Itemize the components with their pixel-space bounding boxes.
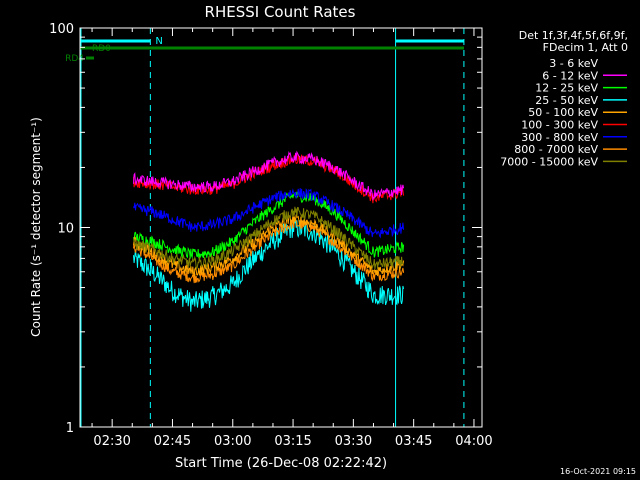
rd4-label: RD4	[65, 54, 84, 64]
x-tick-label: 03:30	[335, 434, 372, 449]
series-line	[133, 218, 405, 312]
series-line	[133, 150, 405, 201]
x-tick-label: 03:00	[214, 434, 251, 449]
x-tick-label: 02:45	[154, 434, 191, 449]
legend-label: 100 - 300 keV	[521, 119, 598, 132]
series-line	[133, 154, 405, 204]
legend-header-2: FDecim 1, Att 0	[543, 41, 628, 54]
rd0-label: RD0	[92, 44, 111, 54]
x-tick-label: 03:15	[274, 434, 311, 449]
x-tick-label: 02:30	[93, 434, 130, 449]
legend-label: 7000 - 15000 keV	[500, 155, 598, 168]
legend-label: 50 - 100 keV	[528, 106, 598, 119]
x-axis-ticks: 02:30 02:45 03:00 03:15 03:30 03:45 04:00	[91, 28, 493, 449]
footer-date: 16-Oct-2021 09:15	[560, 467, 636, 476]
status-bars: RD0 RD4	[65, 44, 464, 64]
legend-label: 3 - 6 keV	[549, 57, 598, 70]
x-axis-label: Start Time (26-Dec-08 02:22:42)	[175, 456, 387, 471]
x-tick-label: 03:45	[395, 434, 432, 449]
legend-label: 800 - 7000 keV	[514, 143, 598, 156]
series-lines	[133, 150, 405, 312]
y-axis-ticks: 1 10 100	[49, 22, 482, 436]
series-line	[133, 206, 404, 270]
y-tick-label: 100	[49, 22, 74, 37]
legend-header-1: Det 1f,3f,4f,5f,6f,9f,	[519, 29, 628, 42]
y-tick-label: 10	[57, 222, 74, 237]
attenuator-label: N	[155, 36, 162, 47]
y-tick-label: 1	[66, 421, 74, 436]
series-line	[133, 189, 405, 259]
legend-label: 6 - 12 keV	[542, 69, 598, 82]
legend-label: 300 - 800 keV	[521, 131, 598, 144]
x-tick-label: 04:00	[455, 434, 492, 449]
y-axis-label: Count Rate (s⁻¹ detector segment⁻¹)	[29, 117, 43, 337]
series-line	[133, 188, 405, 239]
chart-title: RHESSI Count Rates	[205, 3, 356, 21]
legend-label: 25 - 50 keV	[535, 94, 598, 107]
legend-label: 12 - 25 keV	[535, 82, 598, 95]
series-line	[133, 216, 405, 284]
